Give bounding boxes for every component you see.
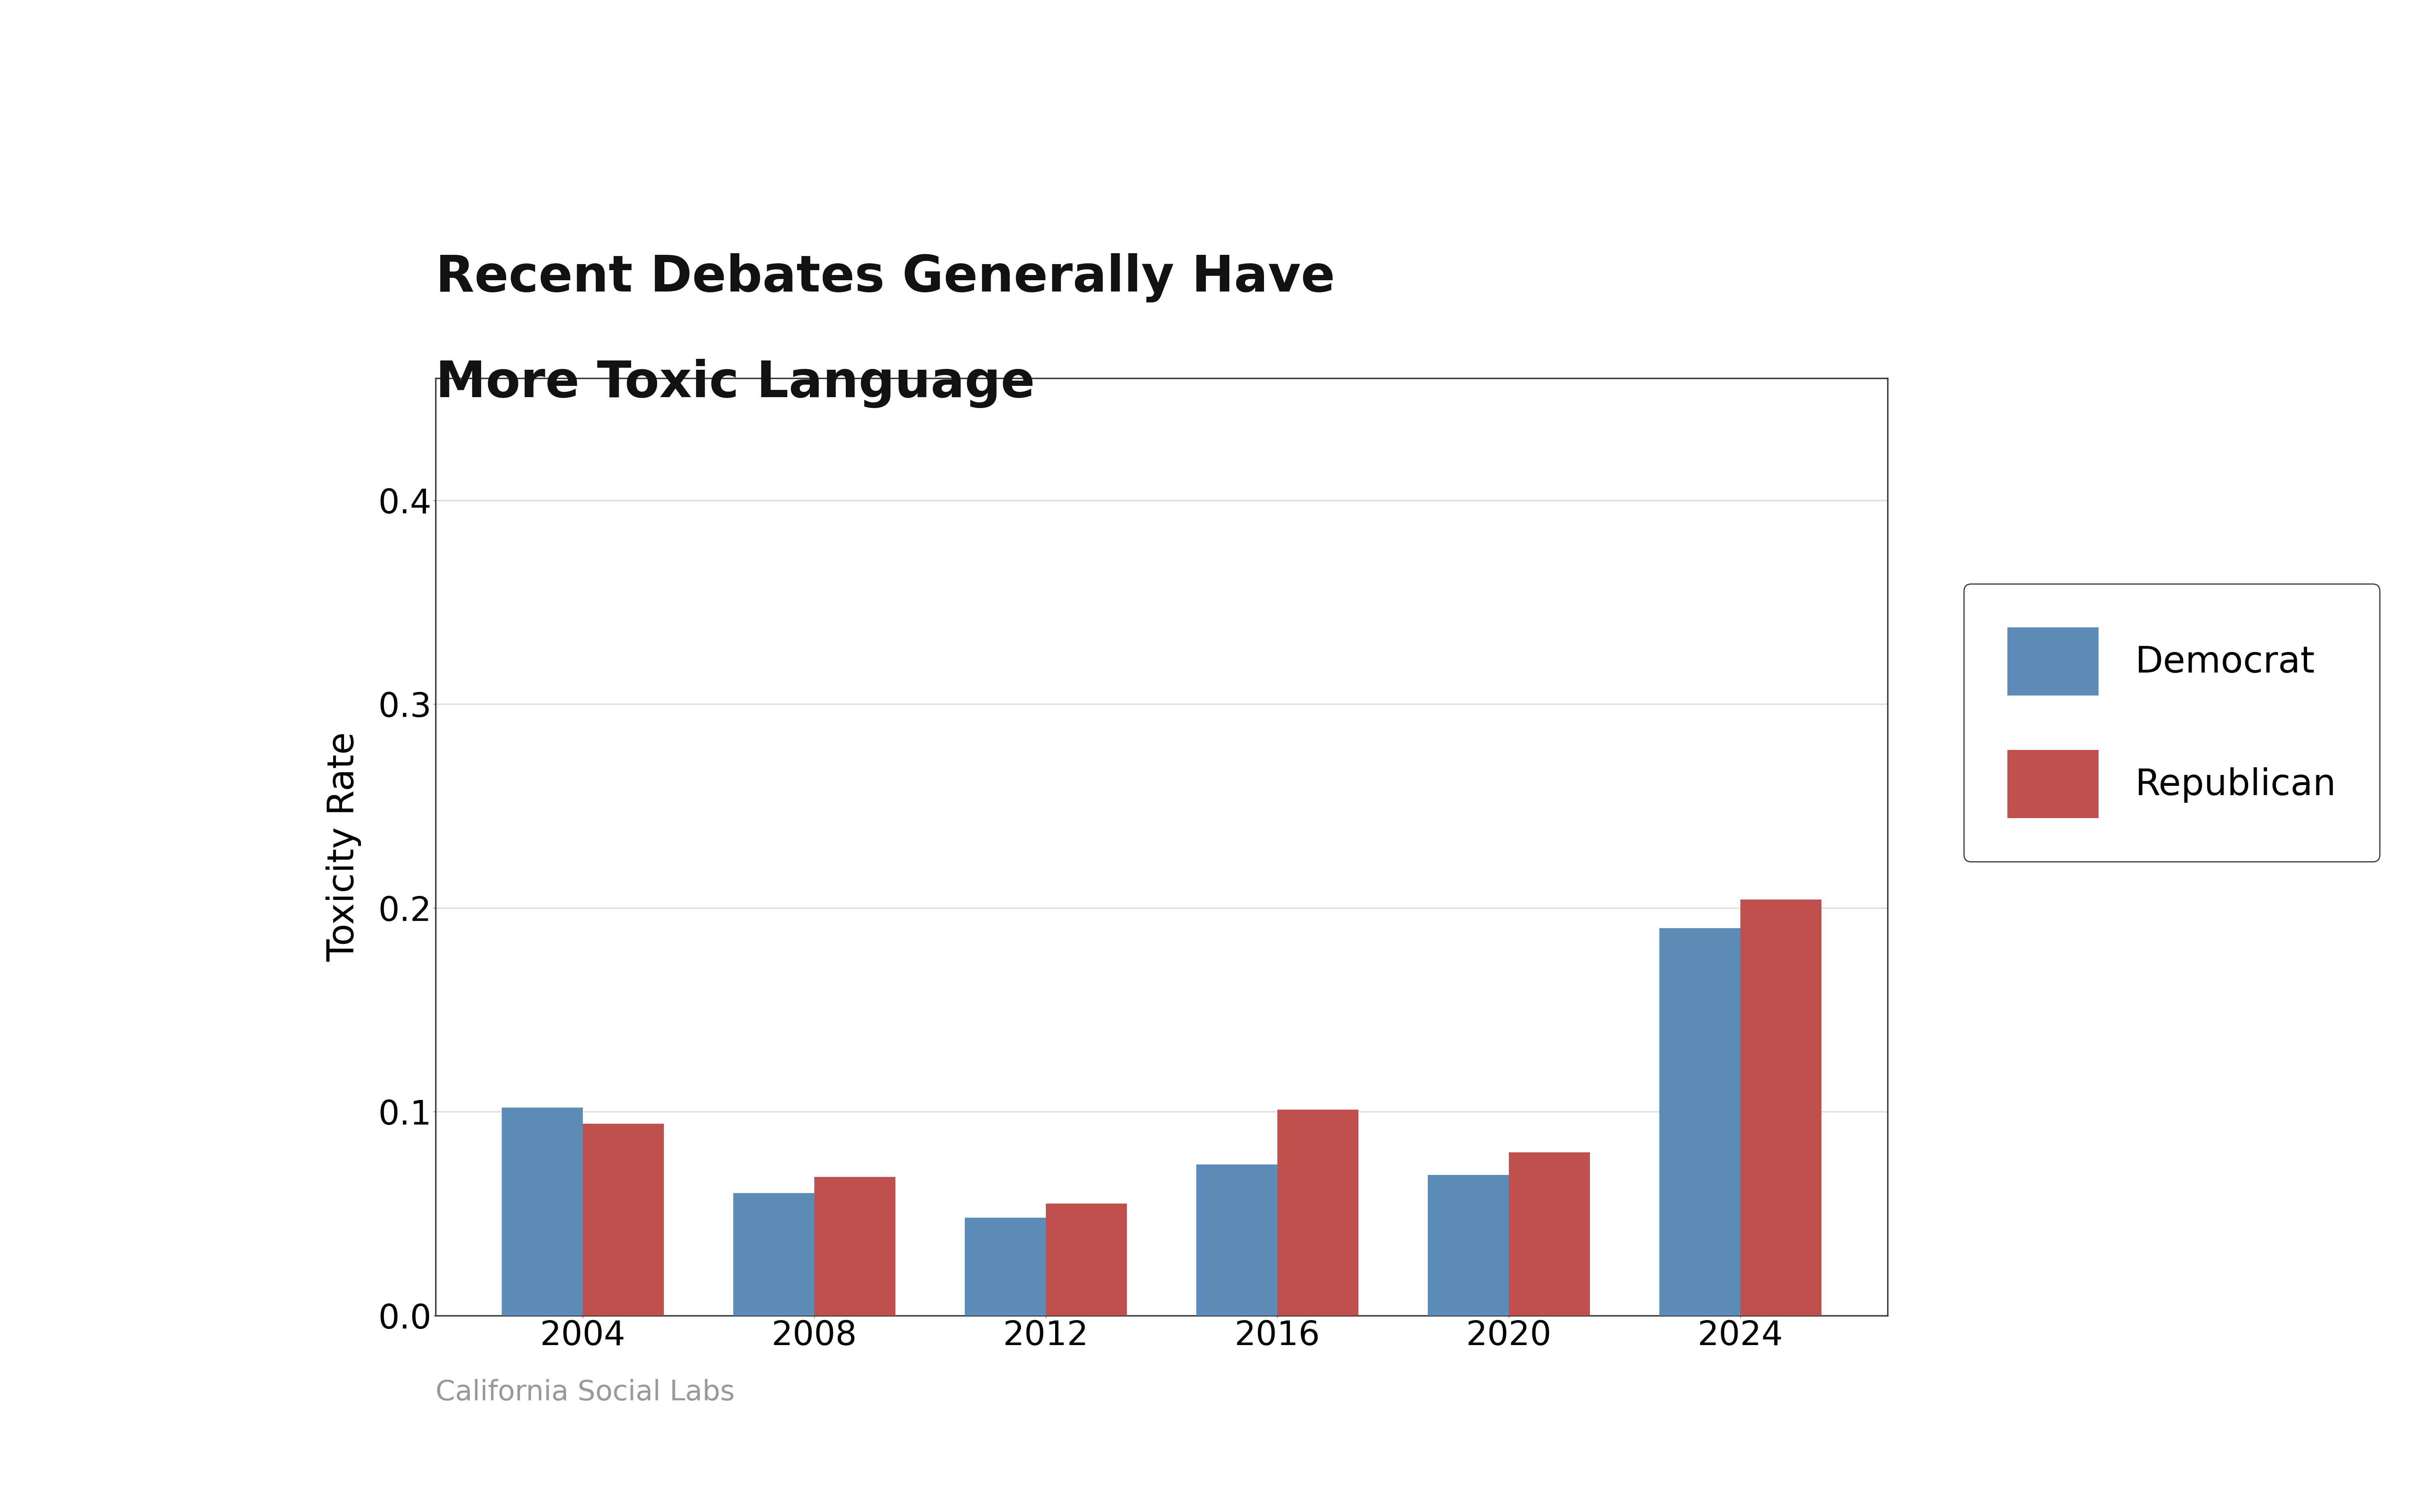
Bar bbox=[1428, 1175, 1510, 1315]
Bar bbox=[966, 1217, 1045, 1315]
Bar bbox=[1045, 1204, 1128, 1315]
Legend: Democrat, Republican: Democrat, Republican bbox=[1965, 584, 2379, 862]
Bar bbox=[1510, 1152, 1590, 1315]
Bar bbox=[583, 1123, 663, 1315]
Bar bbox=[1195, 1164, 1278, 1315]
Bar bbox=[813, 1176, 895, 1315]
Text: California Social Labs: California Social Labs bbox=[436, 1379, 736, 1406]
Bar bbox=[501, 1108, 583, 1315]
Bar bbox=[1740, 900, 1822, 1315]
Bar bbox=[1278, 1110, 1358, 1315]
Text: Recent Debates Generally Have: Recent Debates Generally Have bbox=[436, 253, 1336, 302]
Text: More Toxic Language: More Toxic Language bbox=[436, 358, 1036, 408]
Y-axis label: Toxicity Rate: Toxicity Rate bbox=[327, 732, 361, 962]
Bar bbox=[733, 1193, 813, 1315]
Bar bbox=[1660, 928, 1740, 1315]
